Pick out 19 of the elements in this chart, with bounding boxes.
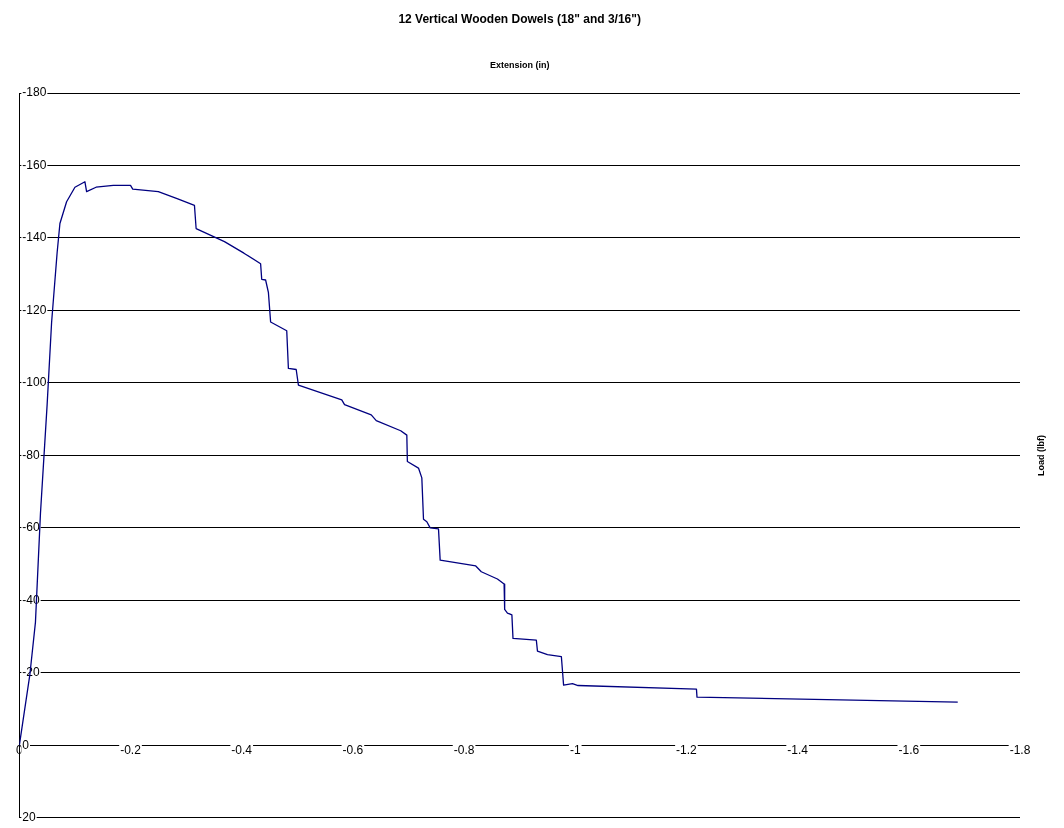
x-tick-label: -1 (569, 743, 581, 758)
x-tick-label: -1.8 (1009, 743, 1031, 758)
chart-title: 12 Vertical Wooden Dowels (18" and 3/16") (398, 12, 641, 27)
x-tick-label: -1.6 (898, 743, 920, 758)
x-tick-label: -0.6 (342, 743, 364, 758)
y-tick-label: -120 (22, 302, 47, 317)
y-tick-label: -100 (22, 375, 47, 390)
y-tick-label: -140 (22, 230, 47, 245)
x-tick-label: -0.4 (231, 743, 253, 758)
x-tick-label: -0.8 (453, 743, 475, 758)
x-tick-label: -0.2 (120, 743, 142, 758)
y-axis-title: Load (lbf) (1036, 434, 1047, 476)
x-tick-label: -1.4 (787, 743, 809, 758)
y-tick-label: -160 (22, 157, 47, 172)
x-axis-title: Extension (in) (489, 60, 550, 71)
x-tick-label: -1.2 (676, 743, 698, 758)
y-tick-label: -80 (22, 447, 41, 462)
y-tick-label: 20 (22, 810, 37, 825)
y-tick-label: -180 (22, 85, 47, 100)
